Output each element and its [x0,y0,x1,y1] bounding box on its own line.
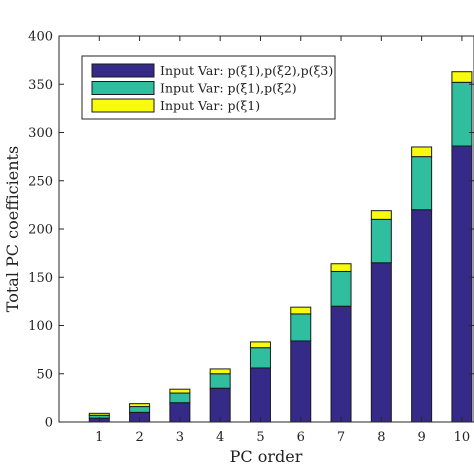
legend-swatch-2 [91,81,155,95]
y-tick-label: 300 [28,126,53,141]
bar-3-series-3 [169,388,191,394]
y-axis-label: Total PC coefficients [3,146,22,312]
x-tick-label: 7 [337,430,345,445]
legend: Input Var: p(ξ1),p(ξ2),p(ξ3) Input Var: p… [81,55,336,120]
bar-2-series-3 [129,403,151,408]
bars-group [88,71,473,423]
y-tick-label: 200 [28,223,53,238]
bar-2-series-2 [129,406,151,413]
bar-8-series-2 [370,218,392,264]
bar-8-series-3 [370,210,392,220]
y-tick-label: 250 [28,174,53,189]
y-tick-label: 50 [36,367,53,382]
bar-6-series-1 [290,340,312,423]
bar-1-series-3 [88,412,110,416]
bar-5-series-3 [249,341,271,349]
bar-4-series-3 [209,368,231,375]
legend-swatch-3 [91,98,155,113]
y-tick-label: 100 [28,319,53,334]
x-tick-label: 6 [297,430,305,445]
x-tick-label: 9 [417,430,425,445]
y-tick-label: 400 [28,30,53,45]
x-tick-label: 1 [95,430,103,445]
x-tick-label: 3 [176,430,184,445]
bar-7-series-1 [330,305,352,423]
x-tick-label: 8 [377,430,385,445]
bar-10-series-1 [451,145,473,423]
bar-3-series-2 [169,392,191,404]
bar-4-series-2 [209,373,231,389]
bar-4-series-1 [209,387,231,423]
bar-6-series-3 [290,306,312,315]
bar-10-series-2 [451,81,473,147]
x-axis-label: PC order [230,447,303,466]
y-tick-label: 150 [28,271,53,286]
bar-6-series-2 [290,313,312,342]
legend-swatch-1 [91,63,155,78]
bar-9-series-3 [411,146,433,158]
x-tick-label: 5 [256,430,264,445]
bar-7-series-2 [330,270,352,307]
y-tick-label: 350 [28,78,53,93]
legend-label-2: Input Var: p(ξ1),p(ξ2) [160,81,297,96]
bar-8-series-1 [370,262,392,423]
bar-9-series-1 [411,209,433,423]
legend-label-3: Input Var: p(ξ1) [160,98,260,113]
legend-label-1: Input Var: p(ξ1),p(ξ2),p(ξ3) [160,63,333,78]
x-tick-label: 2 [135,430,143,445]
bar-10-series-3 [451,71,473,83]
axes-group: 0 50 100 150 200 250 300 350 400 1 2 3 4 5 6 7 8 9 10 [28,30,474,445]
x-tick-label: 10 [454,430,471,445]
y-tick-label: 0 [45,416,53,431]
x-tick-label: 4 [216,430,224,445]
bar-5-series-1 [249,367,271,423]
bar-9-series-2 [411,156,433,211]
bar-7-series-3 [330,263,352,272]
bar-5-series-2 [249,347,271,369]
